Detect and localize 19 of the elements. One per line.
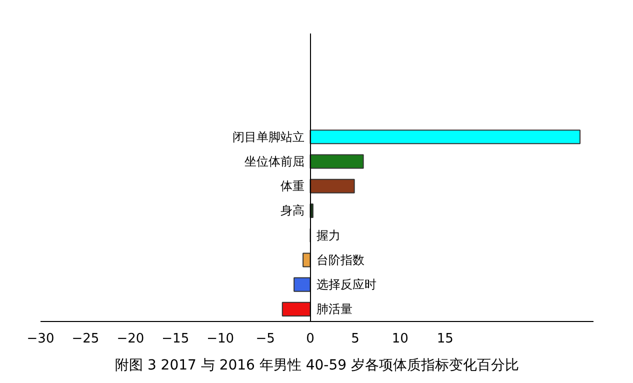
x-tick-label: −20: [116, 332, 144, 346]
x-tick-label: 10: [392, 332, 408, 346]
x-tick-label: −25: [72, 332, 100, 346]
y-tick-label: 体重: [280, 179, 304, 194]
x-tick-label: −5: [256, 332, 275, 346]
x-tick-label: 15: [436, 332, 454, 346]
x-tick-label: −15: [162, 332, 190, 346]
y-tick-label: 身高: [280, 204, 304, 218]
x-tick-label: −30: [26, 332, 54, 346]
y-tick-label: 肺活量: [316, 302, 352, 316]
y-tick-label: 台阶指数: [316, 252, 364, 267]
y-tick-label: 闭目单脚站立: [232, 130, 304, 144]
x-tick-label: −10: [206, 332, 234, 346]
y-tick-label: 握力: [316, 228, 340, 242]
y-tick-label: 坐位体前屈: [244, 154, 304, 168]
y-tick-label: 选择反应时: [316, 278, 376, 292]
text: 附图 3 2017 与 2016 年男性 40-59 岁各项体质指标变化百分比: [115, 358, 519, 374]
x-tick-label: 0: [306, 332, 314, 346]
x-tick-label: 5: [351, 332, 360, 346]
